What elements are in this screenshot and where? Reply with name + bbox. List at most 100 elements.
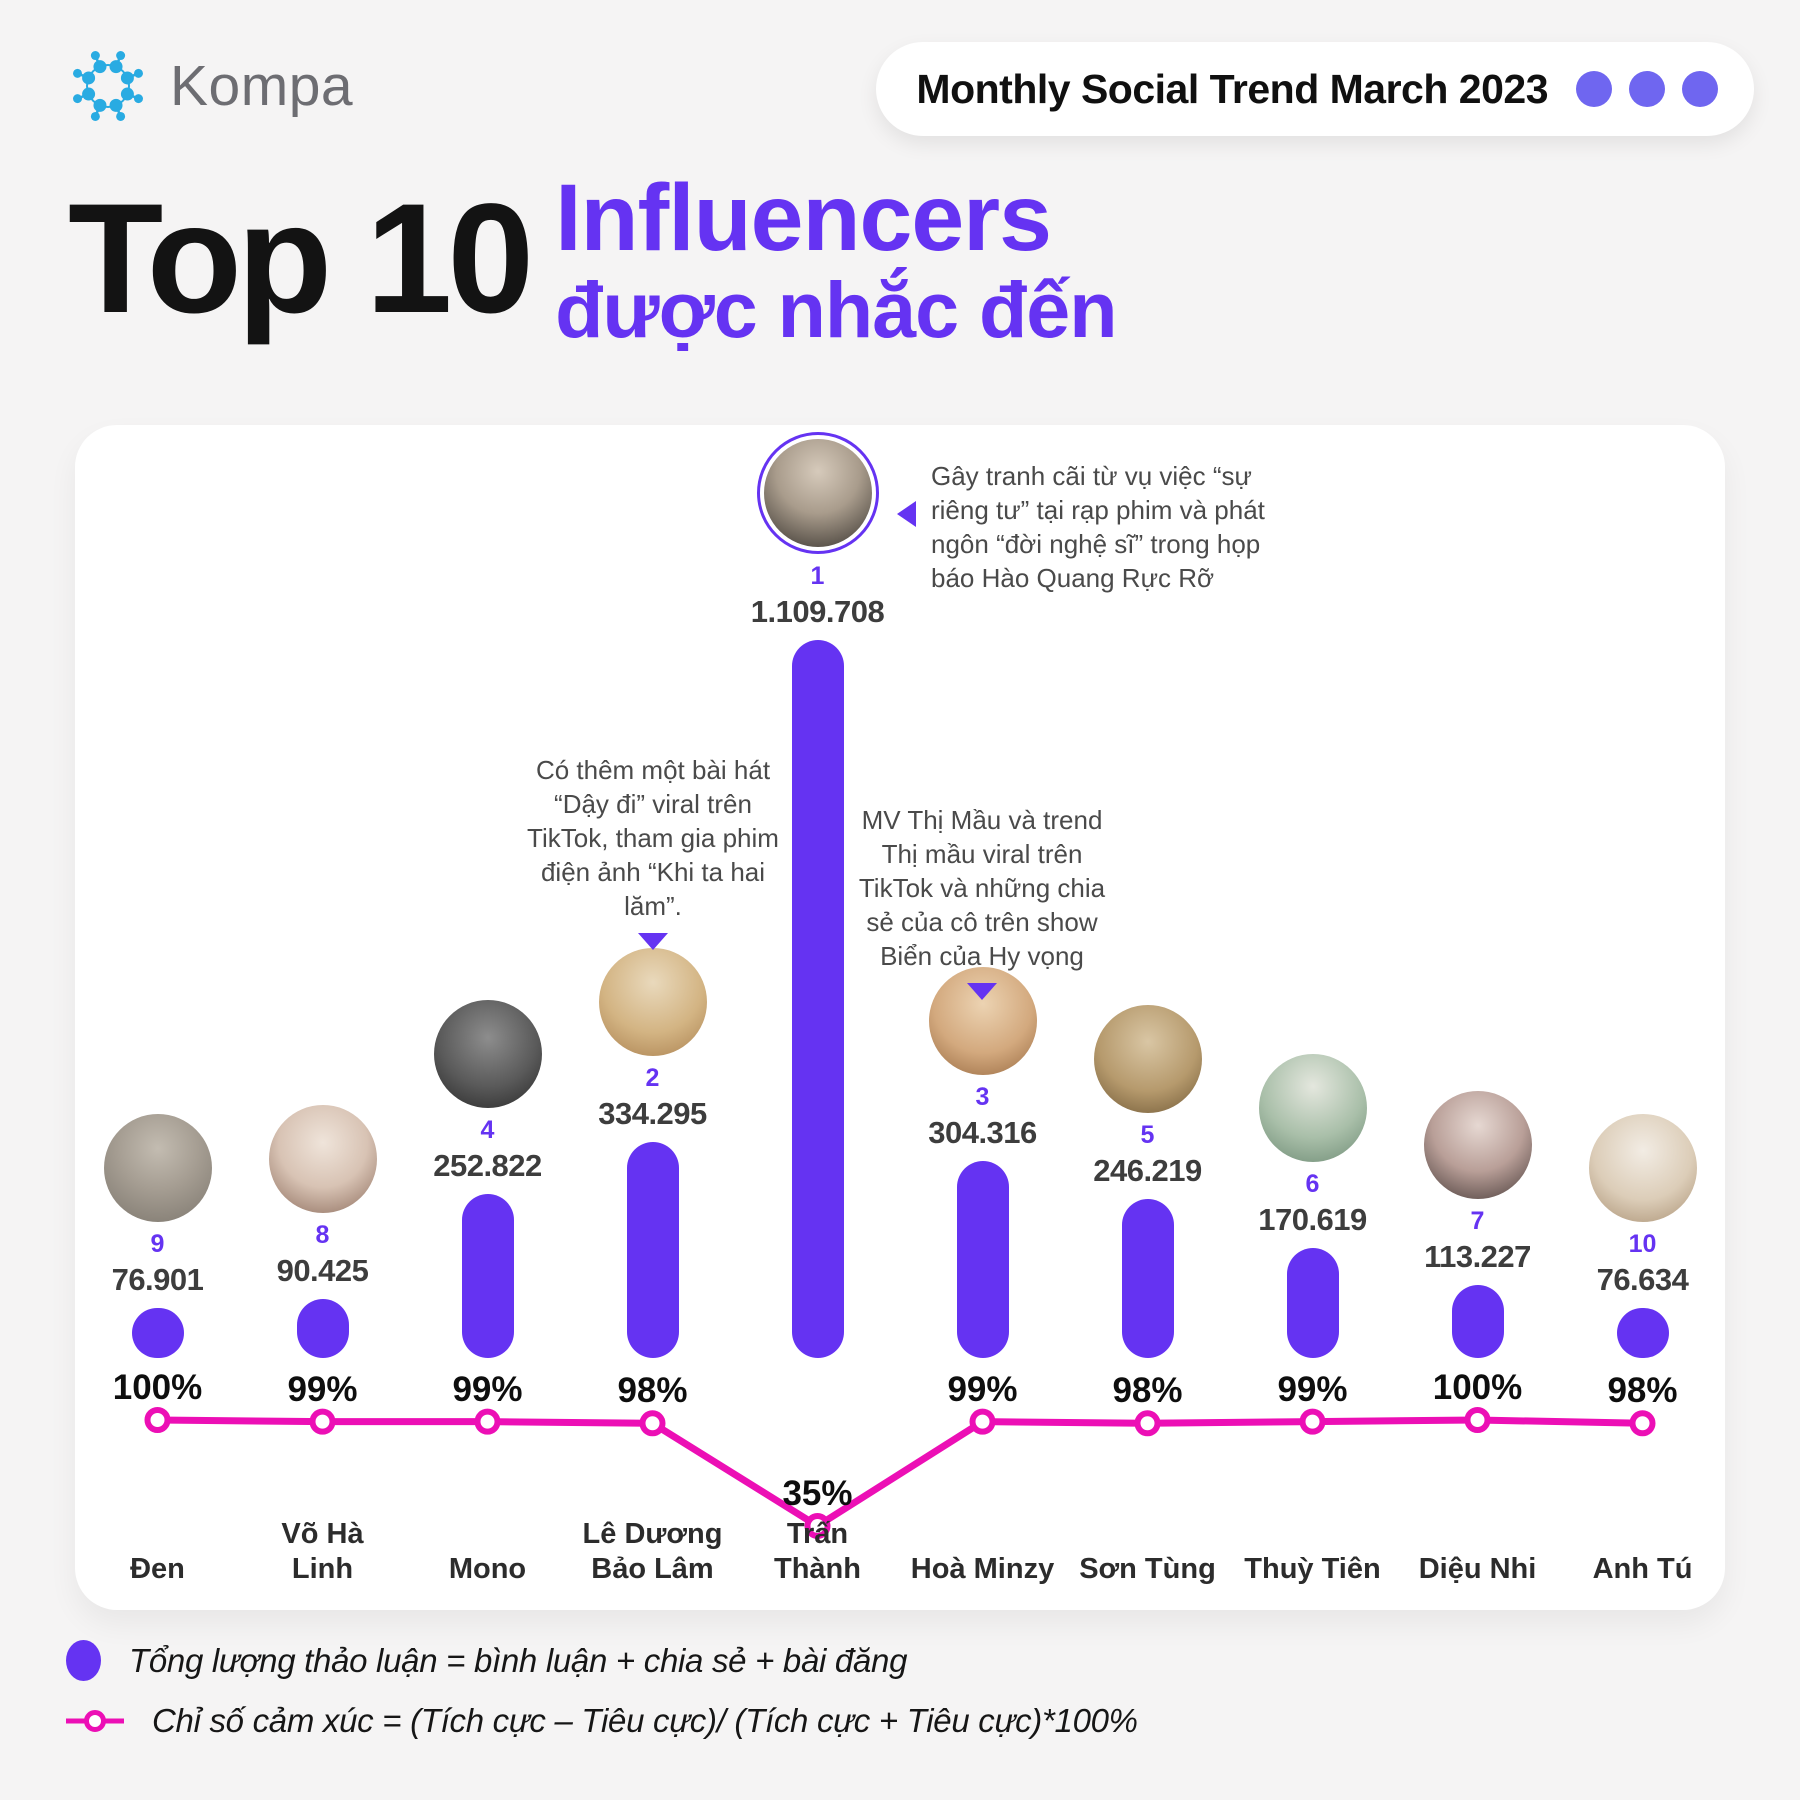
avatar — [1258, 1054, 1367, 1162]
discussion-value: 170.619 — [1258, 1202, 1367, 1237]
line-marker — [969, 1408, 996, 1435]
legend-sentiment-row: Chỉ số cảm xúc = (Tích cực – Tiêu cực)/ … — [66, 1702, 1138, 1740]
line-series-icon — [66, 1708, 124, 1734]
sentiment-value: 100% — [1432, 1368, 1523, 1407]
annotation-hoa-minzy: MV Thị Mầu và trend Thị mầu viral trên T… — [847, 803, 1117, 1000]
influencer-column: 7 113.227 — [1395, 425, 1560, 1358]
bar-columns: 9 76.901 8 90.425 4 252.822 2 334.295 1 1.109.708… — [75, 425, 1725, 1358]
discussion-value: 252.822 — [433, 1148, 542, 1183]
legend-sentiment-label: Chỉ số cảm xúc = (Tích cực – Tiêu cực)/ … — [152, 1702, 1138, 1739]
dot-icon — [1576, 71, 1612, 107]
sentiment-value: 35% — [782, 1474, 853, 1513]
annotation-le-duong-bao-lam: Có thêm một bài hát “Dậy đi” viral trên … — [525, 753, 781, 950]
sentiment-value: 98% — [617, 1371, 688, 1410]
legend: Tổng lượng thảo luận = bình luận + chia … — [66, 1640, 1138, 1740]
influencer-column: 10 76.634 — [1560, 425, 1725, 1358]
line-marker — [1299, 1408, 1326, 1435]
chart-card: 9 76.901 8 90.425 4 252.822 2 334.295 1 1.109.708… — [75, 425, 1725, 1610]
category-labels: Đen Võ Hà Linh Mono Lê Dương Bảo Lâm Trấn Th… — [75, 1507, 1725, 1587]
discussion-value: 76.634 — [1596, 1262, 1689, 1297]
line-marker — [474, 1408, 501, 1435]
rank-number: 7 — [1470, 1207, 1485, 1235]
discussion-bar — [296, 1299, 349, 1358]
title-top10: Top 10 — [68, 171, 534, 346]
discussion-bar — [1121, 1199, 1174, 1358]
discussion-value: 76.901 — [111, 1262, 204, 1297]
arrow-left-icon — [897, 501, 916, 527]
discussion-bar — [956, 1161, 1009, 1358]
influencer-name: Đen — [130, 1553, 185, 1585]
legend-discussion-row: Tổng lượng thảo luận = bình luận + chia … — [66, 1640, 1138, 1681]
influencer-name: Lê Dương Bảo Lâm — [582, 1518, 723, 1585]
line-marker — [309, 1408, 336, 1435]
rank-number: 2 — [645, 1064, 660, 1092]
avatar — [756, 432, 879, 554]
avatar-photo — [268, 1105, 377, 1213]
rank-number: 1 — [810, 562, 825, 590]
influencer-column: 2 334.295 — [570, 425, 735, 1358]
avatar — [1423, 1091, 1532, 1199]
discussion-bar — [1286, 1248, 1339, 1358]
line-marker — [1134, 1410, 1161, 1437]
rank-number: 5 — [1140, 1121, 1155, 1149]
avatar-photo — [103, 1114, 212, 1222]
avatar-photo — [763, 439, 872, 547]
discussion-value: 1.109.708 — [750, 594, 885, 629]
annotation-tran-thanh: Gây tranh cãi từ vụ việc “sự riêng tư” t… — [897, 459, 1297, 595]
annotation-text: Gây tranh cãi từ vụ việc “sự riêng tư” t… — [931, 461, 1265, 593]
kompa-logo: Kompa — [70, 48, 353, 124]
sentiment-value: 99% — [287, 1370, 358, 1409]
influencer-column: 9 76.901 — [75, 425, 240, 1358]
avatar-photo — [1588, 1114, 1697, 1222]
discussion-value: 304.316 — [928, 1115, 1037, 1150]
kompa-network-icon — [73, 51, 143, 121]
influencer-column: 5 246.219 — [1065, 425, 1230, 1358]
logo-text: Kompa — [170, 54, 354, 118]
avatar — [1093, 1005, 1202, 1113]
rank-number: 4 — [480, 1116, 495, 1144]
avatar-photo — [598, 948, 707, 1056]
discussion-value: 334.295 — [598, 1096, 707, 1131]
sentiment-value: 100% — [112, 1368, 203, 1407]
avatar — [268, 1105, 377, 1213]
dot-icon — [1682, 71, 1718, 107]
sentiment-value: 99% — [947, 1370, 1018, 1409]
report-badge: Monthly Social Trend March 2023 — [876, 42, 1754, 136]
avatar — [598, 948, 707, 1056]
badge-title: Monthly Social Trend March 2023 — [916, 65, 1548, 112]
dot-icon — [1629, 71, 1665, 107]
avatar-photo — [1093, 1005, 1202, 1113]
avatar-photo — [433, 1000, 542, 1108]
influencer-column: 4 252.822 — [405, 425, 570, 1358]
arrow-down-icon — [967, 983, 997, 1000]
discussion-bar — [791, 640, 844, 1358]
badge-dots-icon — [1576, 71, 1718, 107]
avatar — [103, 1114, 212, 1222]
influencer-name: Võ Hà Linh — [281, 1518, 364, 1585]
influencer-name: Thuỳ Tiên — [1244, 1553, 1381, 1585]
rank-number: 9 — [150, 1230, 165, 1258]
rank-number: 6 — [1305, 1170, 1320, 1198]
avatar — [1588, 1114, 1697, 1222]
discussion-value: 246.219 — [1093, 1153, 1202, 1188]
discussion-value: 113.227 — [1424, 1239, 1531, 1274]
line-marker — [144, 1407, 171, 1433]
discussion-value: 90.425 — [276, 1253, 369, 1288]
sentiment-value: 98% — [1112, 1371, 1183, 1410]
influencer-name: Sơn Tùng — [1079, 1553, 1216, 1585]
avatar — [433, 1000, 542, 1108]
bar-series-icon — [66, 1640, 101, 1681]
influencer-name: Mono — [448, 1553, 527, 1585]
line-marker — [639, 1410, 666, 1437]
influencer-column: 1 1.109.708 — [735, 425, 900, 1358]
line-marker — [1464, 1407, 1491, 1433]
annotation-text: MV Thị Mầu và trend Thị mầu viral trên T… — [858, 805, 1106, 971]
influencer-name: Diệu Nhi — [1418, 1553, 1537, 1585]
rank-number: 8 — [315, 1221, 330, 1249]
influencer-name: Hoà Minzy — [910, 1553, 1055, 1585]
line-marker — [1629, 1410, 1656, 1437]
annotation-text: Có thêm một bài hát “Dậy đi” viral trên … — [527, 755, 779, 921]
influencer-column: 8 90.425 — [240, 425, 405, 1358]
discussion-bar — [461, 1194, 514, 1358]
